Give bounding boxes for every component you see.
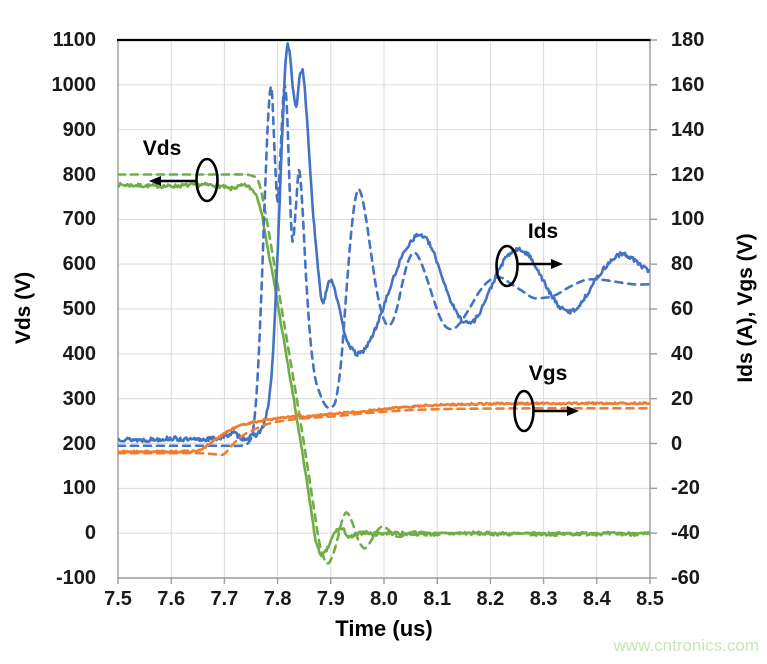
annotation-arrowhead-ids <box>551 259 563 269</box>
left-y-tick-label: -100 <box>55 567 96 589</box>
x-tick-label: 7.7 <box>210 588 239 610</box>
right-y-tick-label: 160 <box>671 73 705 96</box>
series-ids_dashed <box>118 84 650 448</box>
right-y-tick-label: 0 <box>671 432 683 455</box>
series-vds_solid <box>118 181 650 558</box>
right-y-tick-label: 180 <box>671 29 705 51</box>
left-y-tick-label: 700 <box>62 208 96 231</box>
right-y-tick-label: 80 <box>671 253 694 276</box>
series-ids_solid <box>118 42 650 444</box>
right-y-tick-label: -40 <box>671 522 700 545</box>
right-y-tick-label: 40 <box>671 342 694 365</box>
curve-label-vgs: Vgs <box>528 362 568 385</box>
x-tick-label: 7.8 <box>263 588 292 610</box>
left-y-tick-label: 600 <box>62 253 96 276</box>
right-y-tick-label: 140 <box>671 118 705 141</box>
x-tick-label: 8.2 <box>476 588 505 610</box>
watermark: www.cntronics.com <box>613 636 759 655</box>
right-y-tick-label: 120 <box>671 163 705 186</box>
left-y-tick-label: 400 <box>62 342 96 365</box>
x-tick-label: 7.9 <box>316 588 345 610</box>
right-y-tick-label: -20 <box>671 477 700 500</box>
left-y-tick-label: 900 <box>62 118 96 141</box>
series-vgs_solid <box>118 401 650 454</box>
right-axis-title: Ids (A), Vgs (V) <box>734 233 757 383</box>
annotation-ellipse-vds <box>195 157 219 203</box>
left-y-tick-label: 800 <box>62 163 96 186</box>
x-tick-label: 8.1 <box>423 588 452 610</box>
right-y-tick-label: 20 <box>671 387 694 410</box>
x-axis-title: Time (us) <box>335 616 433 641</box>
left-y-tick-label: 300 <box>62 387 96 410</box>
left-y-tick-label: 100 <box>62 477 96 500</box>
right-y-tick-label: 100 <box>671 208 705 231</box>
series-vgs_dashed <box>118 406 650 457</box>
x-tick-label: 7.5 <box>104 588 132 610</box>
curve-label-ids: Ids <box>527 220 559 243</box>
x-tick-label: 8.4 <box>582 588 611 610</box>
left-y-tick-label: 200 <box>62 432 96 455</box>
x-tick-label: 8.5 <box>636 588 664 610</box>
left-y-tick-label: 500 <box>62 298 96 320</box>
annotation-arrowhead-vgs <box>567 406 579 416</box>
x-tick-label: 8.3 <box>529 588 558 610</box>
right-y-tick-label: -60 <box>671 567 700 589</box>
left-y-tick-label: 1100 <box>52 29 96 51</box>
left-y-tick-label: 1000 <box>51 73 97 96</box>
x-tick-label: 8.0 <box>370 588 398 610</box>
left-y-tick-label: 0 <box>84 522 96 545</box>
annotation-ellipse-ids <box>495 244 519 288</box>
annotation-ellipse-vgs <box>513 389 535 433</box>
curve-label-vds: Vds <box>142 137 182 160</box>
x-tick-label: 7.6 <box>157 588 186 610</box>
annotation-arrowhead-vds <box>149 176 161 186</box>
right-y-tick-label: 60 <box>671 298 694 320</box>
